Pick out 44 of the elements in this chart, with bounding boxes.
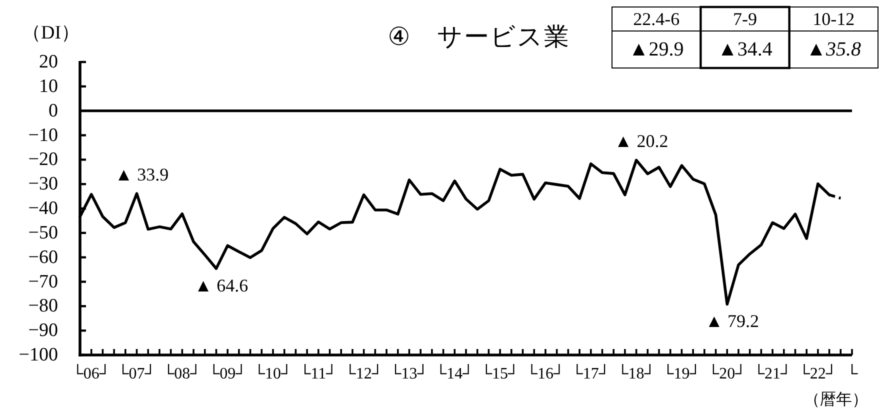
- xtick: └19┘: [662, 366, 702, 382]
- table-cell: ▲29.9: [628, 38, 684, 60]
- xlabel: （暦年）: [804, 392, 868, 408]
- xtick: └14┘: [435, 366, 474, 382]
- ytick: 0: [48, 100, 58, 122]
- xtick: └11┘: [299, 366, 338, 382]
- xtick: └15┘: [480, 366, 520, 382]
- ytick: −30: [28, 174, 58, 195]
- xtick: └: [846, 366, 858, 382]
- ytick: −60: [28, 246, 58, 268]
- xtick: └21┘: [753, 366, 792, 382]
- ytick: −90: [28, 320, 58, 342]
- xtick: └10┘: [254, 366, 292, 382]
- ytick: −50: [28, 222, 58, 244]
- annotation: ▲ 20.2: [614, 131, 668, 152]
- xtick: └07┘: [117, 366, 156, 382]
- ytick: −10: [28, 124, 58, 146]
- ytick: −40: [28, 198, 58, 219]
- xtick: └06┘: [72, 366, 111, 382]
- xtick: └13┘: [390, 366, 429, 382]
- ytick: 20: [39, 52, 58, 72]
- ytick: 10: [39, 76, 58, 97]
- ytick: −70: [28, 271, 58, 292]
- xtick: └09┘: [208, 366, 247, 382]
- table-cell: 7-9: [733, 9, 757, 29]
- xtick: └17┘: [572, 366, 610, 382]
- ytick: −80: [28, 296, 58, 317]
- xtick: └08┘: [162, 366, 202, 382]
- xtick: └22┘: [798, 366, 838, 382]
- table-cell: ▲35.8: [806, 38, 862, 60]
- table-cell: 10-12: [812, 9, 855, 29]
- xtick: └18┘: [616, 366, 656, 382]
- annotation: ▲ 33.9: [114, 164, 169, 185]
- xtick: └16┘: [526, 366, 565, 382]
- ytick: −100: [18, 344, 58, 366]
- ylabel: （DI）: [22, 22, 80, 44]
- title: ④ サービス業: [388, 23, 570, 51]
- annotation: ▲ 64.6: [194, 276, 248, 296]
- ytick: −20: [28, 149, 58, 170]
- table-cell: ▲34.4: [718, 38, 772, 60]
- annotation: ▲ 79.2: [705, 311, 760, 332]
- xtick: └12┘: [344, 366, 384, 382]
- xtick: └20┘: [708, 366, 746, 382]
- table-cell: 22.4-6: [633, 9, 680, 29]
